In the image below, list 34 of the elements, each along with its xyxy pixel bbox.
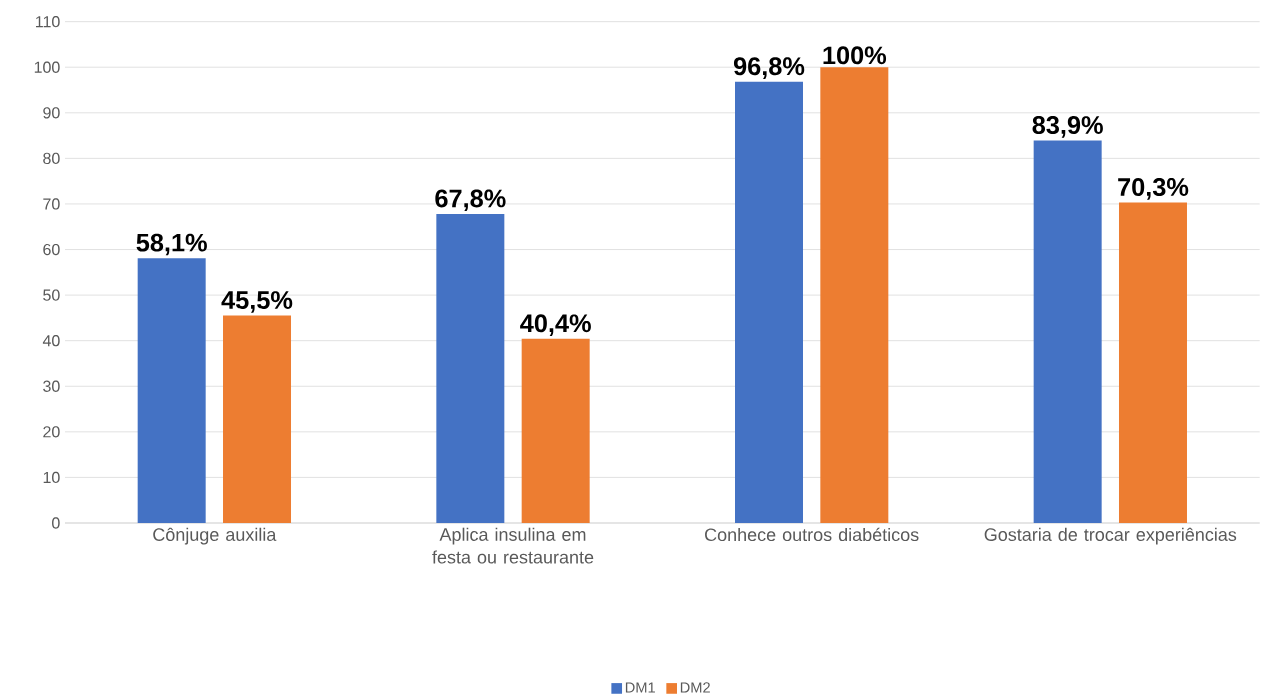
legend-label: DM2 [680, 682, 710, 693]
bar [137, 258, 206, 523]
data-label: 58,1% [136, 233, 207, 256]
data-label: 100% [823, 46, 887, 65]
data-label: 45,5% [221, 291, 293, 313]
data-label: 67,8% [435, 189, 506, 212]
data-label: 40,4% [520, 314, 591, 336]
data-label: 83,9% [1032, 116, 1103, 138]
bar [1033, 140, 1102, 523]
y-tick-label: 70 [43, 198, 60, 210]
x-tick-label: Conhece outros diabéticos [705, 527, 919, 542]
y-tick-label: 90 [43, 107, 60, 119]
y-tick-label: 40 [42, 335, 60, 347]
y-tick-label: 80 [43, 152, 60, 165]
data-label: 96,8% [733, 57, 805, 79]
legend-label: DM1 [625, 682, 655, 693]
x-tick-label: Gostaria de trocar experiências [984, 527, 1237, 545]
y-tick-label: 50 [43, 289, 60, 301]
bar [521, 338, 590, 523]
y-tick-label: 30 [43, 380, 60, 392]
bar [1118, 202, 1187, 523]
y-tick-label: 10 [43, 471, 60, 484]
y-tick-label: 60 [43, 243, 60, 256]
x-tick-label: Cônjuge auxilia [153, 527, 277, 545]
y-tick-label: 20 [43, 426, 60, 438]
data-label: 70,3% [1118, 178, 1189, 200]
y-tick-label: 0 [52, 517, 60, 529]
bar [223, 315, 292, 523]
bar [735, 81, 803, 523]
x-tick-label: Aplica insulina em festa ou restaurante [432, 527, 594, 564]
y-tick-label: 100 [34, 61, 60, 73]
bar [436, 213, 505, 523]
y-tick-label: 110 [36, 16, 60, 28]
bar [820, 67, 889, 523]
